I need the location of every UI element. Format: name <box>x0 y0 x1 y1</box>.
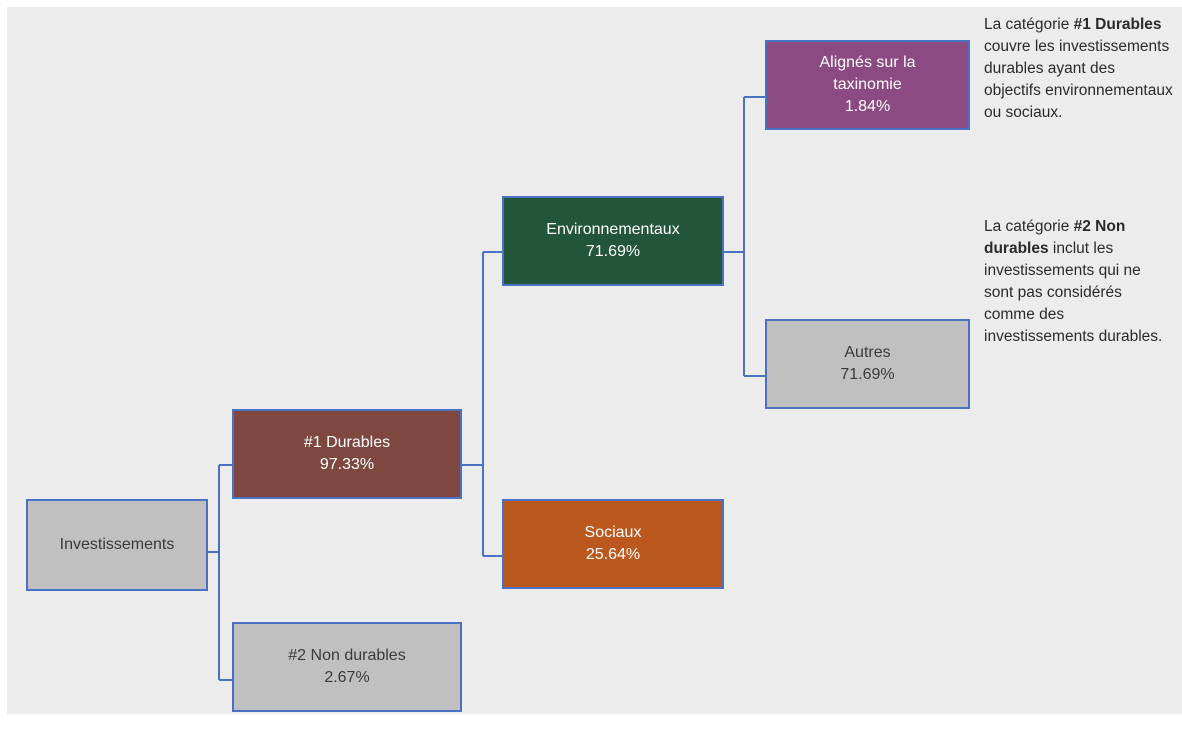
legend-non-durables-post: inclut les investissements qui ne sont p… <box>984 240 1163 345</box>
node-durables-value: 97.33% <box>319 456 375 473</box>
diagram-panel <box>7 7 1182 714</box>
legend-durables: La catégorie #1 Durables couvre les inve… <box>984 14 1174 124</box>
legend-durables-pre: La catégorie <box>984 16 1074 33</box>
legend-durables-post: couvre les investissements durables ayan… <box>984 38 1173 121</box>
node-autres-value: 71.69% <box>840 366 895 383</box>
node-investissements-label: Investissements <box>59 536 175 553</box>
node-sociaux-value: 25.64% <box>585 546 641 563</box>
node-durables-label: #1 Durables <box>303 434 391 451</box>
node-non-durables: #2 Non durables 2.67% <box>232 622 462 712</box>
node-alignes-value: 1.84% <box>844 98 891 115</box>
node-autres-label: Autres <box>844 344 891 361</box>
legend-non-durables-bold: #2 Non durables <box>984 218 1126 257</box>
node-environnementaux: Environnementaux 71.69% <box>502 196 724 286</box>
legend-non-durables: La catégorie #2 Non durables inclut les … <box>984 216 1174 348</box>
node-sociaux: Sociaux 25.64% <box>502 499 724 589</box>
node-alignes-taxinomie: Alignés sur la taxinomie 1.84% <box>765 40 970 130</box>
node-non-durables-value: 2.67% <box>324 669 370 686</box>
node-alignes-label-line1: Alignés sur la <box>819 54 916 71</box>
node-autres: Autres 71.69% <box>765 319 970 409</box>
node-durables: #1 Durables 97.33% <box>232 409 462 499</box>
node-non-durables-label: #2 Non durables <box>288 647 406 664</box>
legend-durables-bold: #1 Durables <box>1073 16 1162 33</box>
node-sociaux-label: Sociaux <box>584 524 642 541</box>
node-alignes-label-line2: taxinomie <box>833 76 902 93</box>
node-investissements: Investissements <box>26 499 208 591</box>
node-environnementaux-label: Environnementaux <box>546 221 680 238</box>
node-environnementaux-value: 71.69% <box>585 243 641 260</box>
legend-non-durables-pre: La catégorie <box>984 218 1074 235</box>
